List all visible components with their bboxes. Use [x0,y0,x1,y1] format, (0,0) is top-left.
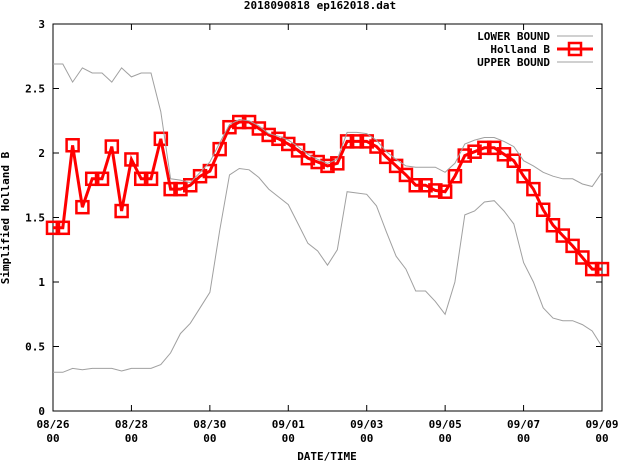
x-tick-label-time: 00 [595,432,608,445]
x-tick-label-date: 09/05 [429,418,462,431]
axes-group: 00.511.522.5308/260008/280008/300009/010… [25,18,618,445]
plot-frame [52,23,603,412]
data-point-marker [447,168,463,184]
x-tick-label-date: 08/28 [115,418,148,431]
data-point-marker [153,131,169,147]
series-line-lower-bound [53,167,603,373]
data-point-marker [202,163,218,179]
data-point-marker [565,238,580,254]
legend-label-upper-bound: UPPER BOUND [477,56,550,69]
y-tick-label: 1 [38,276,45,289]
data-point-marker [65,138,80,153]
legend-marker-holland-b [567,41,583,57]
data-point-marker [408,178,423,193]
data-point-marker [339,134,355,149]
data-point-marker [437,184,453,199]
data-point-marker [133,171,149,187]
x-tick-label-date: 09/03 [350,418,383,431]
series-layer [45,63,610,373]
chart-title: 2018090818 ep162018.dat [244,0,396,12]
data-point-marker [516,168,531,184]
x-tick-label-time: 00 [46,432,59,445]
y-tick-label: 0 [38,405,45,418]
legend-label-lower-bound: LOWER BOUND [477,30,550,43]
data-point-marker [467,144,482,159]
data-point-marker [104,139,120,154]
data-point-marker [114,203,129,219]
x-tick-label-time: 00 [439,432,452,445]
data-point-marker [477,140,492,156]
y-tick-label: 1.5 [25,212,45,225]
data-point-marker [183,178,198,193]
data-point-marker [75,199,90,215]
y-tick-label: 2 [38,147,45,160]
data-point-marker [545,217,561,233]
x-tick-label-date: 08/30 [193,418,226,431]
data-point-marker [45,220,61,236]
data-point-marker [555,228,571,243]
data-point-marker [290,143,306,158]
x-tick-label-date: 08/26 [36,418,69,431]
data-point-marker [330,156,345,171]
data-point-marker [575,250,590,265]
x-tick-label-date: 09/01 [272,418,305,431]
y-tick-label: 3 [38,18,45,31]
data-point-marker [535,202,551,218]
data-point-marker [124,152,139,167]
data-point-marker [320,158,335,174]
data-point-marker [594,261,610,277]
legend-label-holland-b: Holland B [490,43,550,56]
data-point-marker [173,181,188,197]
x-tick-label-time: 00 [282,432,295,445]
x-tick-label-date: 09/07 [507,418,540,431]
data-point-marker [506,153,522,168]
x-tick-label-time: 00 [125,432,138,445]
data-point-marker [526,181,541,197]
data-point-marker [398,167,414,183]
y-tick-label: 0.5 [25,341,45,354]
data-point-marker [584,261,600,277]
x-tick-label-time: 00 [517,432,530,445]
data-point-marker [232,114,247,130]
series-line-upper-bound [53,63,603,188]
data-point-marker [55,220,71,236]
data-point-marker [349,134,365,149]
x-tick-label-time: 00 [203,432,216,445]
data-point-marker [143,171,159,187]
x-axis-label: DATE/TIME [297,450,357,461]
data-point-marker [428,183,443,198]
x-tick-label-time: 00 [360,432,373,445]
data-point-marker [300,150,316,166]
data-point-marker [84,171,100,187]
data-point-marker [163,181,178,197]
x-tick-label-date: 09/09 [585,418,618,431]
y-tick-label: 2.5 [25,83,45,96]
y-axis-label: Simplified Holland B [0,151,12,284]
data-point-marker [94,171,110,187]
